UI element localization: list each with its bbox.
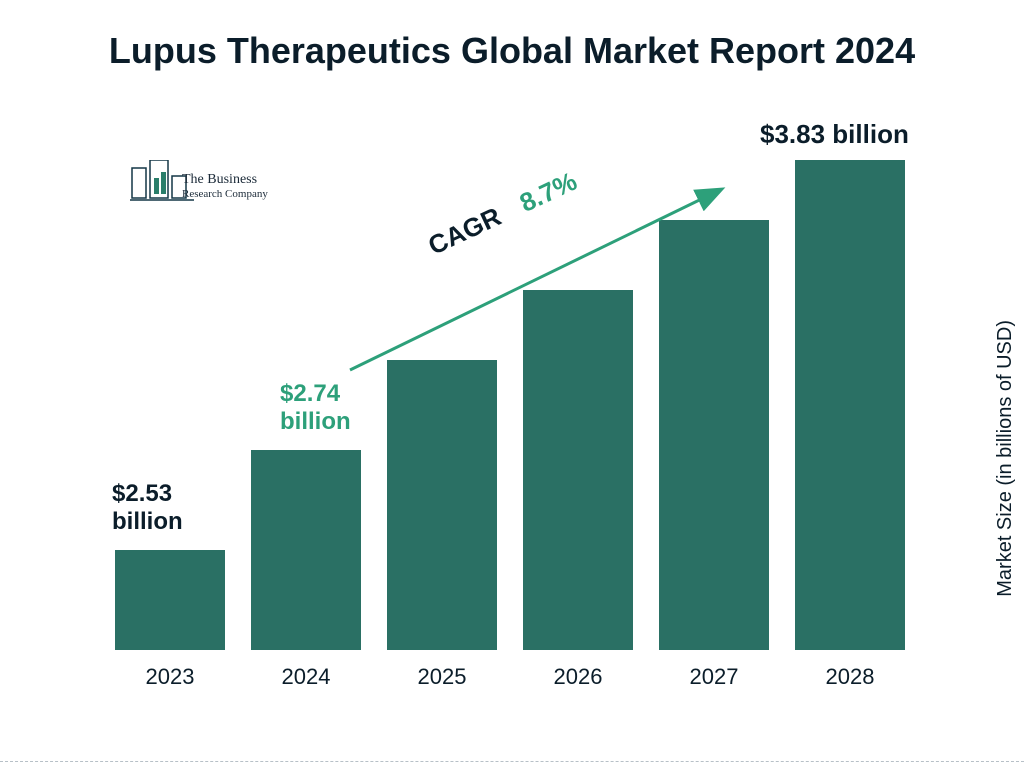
callout-2024-unit: billion	[280, 408, 351, 436]
bar	[795, 160, 905, 650]
callout-2028-text: $3.83 billion	[760, 119, 909, 149]
chart-container: Lupus Therapeutics Global Market Report …	[0, 0, 1024, 768]
chart-title: Lupus Therapeutics Global Market Report …	[0, 28, 1024, 73]
bar	[387, 360, 497, 650]
callout-2023-value: $2.53	[112, 480, 183, 508]
callout-2024: $2.74 billion	[280, 380, 351, 435]
y-axis-label: Market Size (in billions of USD)	[994, 320, 1017, 597]
x-axis-label: 2026	[518, 664, 638, 690]
x-axis-label: 2023	[110, 664, 230, 690]
bar-slot	[110, 550, 230, 650]
bar-slot	[382, 360, 502, 650]
bar-slot	[790, 160, 910, 650]
x-axis-label: 2024	[246, 664, 366, 690]
bar	[115, 550, 225, 650]
callout-2028: $3.83 billion	[760, 120, 909, 150]
callout-2024-value: $2.74	[280, 380, 351, 408]
x-axis-label: 2028	[790, 664, 910, 690]
callout-2023: $2.53 billion	[112, 480, 183, 535]
x-axis-label: 2025	[382, 664, 502, 690]
bottom-dashed-line	[0, 761, 1024, 762]
x-axis-labels: 2023 2024 2025 2026 2027 2028	[110, 656, 910, 690]
bar-slot	[246, 450, 366, 650]
callout-2023-unit: billion	[112, 508, 183, 536]
bar	[251, 450, 361, 650]
x-axis-label: 2027	[654, 664, 774, 690]
